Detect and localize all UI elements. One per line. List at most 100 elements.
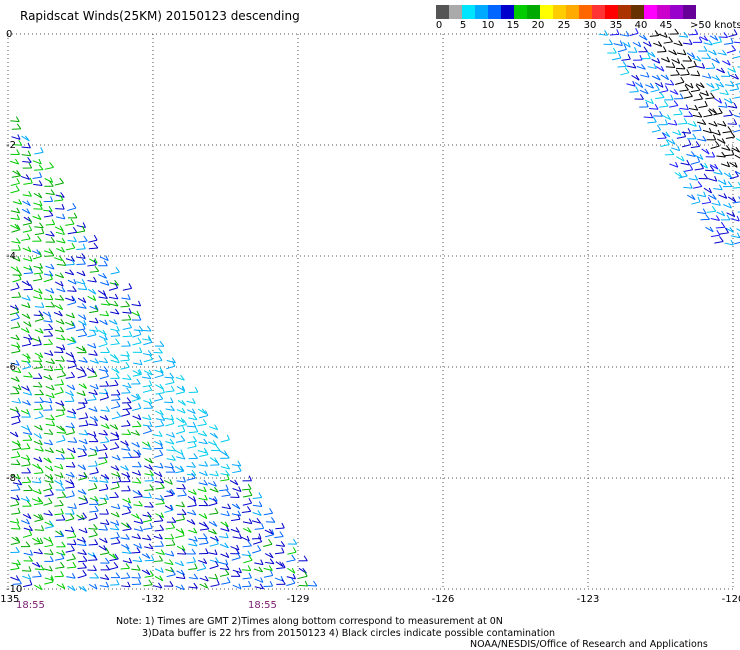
wind-barb — [188, 414, 198, 421]
wind-barb — [110, 531, 120, 540]
wind-barb — [98, 272, 107, 279]
wind-barb — [716, 67, 726, 74]
wind-barb — [691, 196, 701, 205]
wind-barb — [21, 338, 32, 347]
wind-barb — [175, 514, 186, 522]
wind-barb — [55, 203, 65, 210]
wind-barb — [143, 522, 153, 530]
wind-barb — [67, 360, 77, 369]
wind-barb — [734, 91, 740, 99]
wind-barb — [21, 295, 31, 301]
wind-barb — [626, 62, 637, 69]
wind-barb — [708, 121, 718, 127]
wind-barb — [22, 513, 32, 519]
wind-barb — [188, 573, 199, 580]
wind-barb — [209, 507, 219, 515]
wind-barb — [154, 567, 164, 574]
wind-barb — [65, 453, 75, 459]
wind-barb — [702, 127, 713, 134]
wind-barb — [706, 205, 717, 213]
wind-barb — [231, 552, 241, 561]
wind-barb — [177, 399, 186, 406]
wind-barb — [734, 38, 740, 44]
wind-barb — [10, 388, 20, 395]
wind-barb — [196, 563, 207, 572]
latitude-tick-label: -8 — [6, 473, 16, 484]
wind-barb — [67, 337, 77, 346]
wind-barb — [186, 472, 196, 481]
wind-barb — [651, 74, 661, 81]
wind-barb — [89, 266, 100, 273]
wind-barb — [298, 580, 309, 587]
wind-barb — [54, 531, 65, 538]
wind-barb — [31, 561, 41, 568]
latitude-tick-label: -2 — [6, 140, 16, 151]
colorbar-segment — [514, 5, 527, 19]
wind-barb — [242, 497, 253, 506]
wind-barb — [32, 571, 42, 578]
wind-barb — [32, 251, 42, 260]
wind-barb — [43, 439, 54, 446]
wind-barb — [598, 30, 609, 36]
wind-barb — [710, 215, 720, 222]
wind-barb — [666, 139, 676, 145]
credit-line: NOAA/NESDIS/Office of Research and Appli… — [470, 639, 708, 650]
wind-barb — [45, 358, 55, 365]
wind-barb — [44, 250, 55, 257]
wind-barb — [78, 419, 89, 427]
wind-barb — [153, 449, 164, 458]
wind-barb — [109, 424, 119, 430]
wind-barb — [252, 492, 263, 500]
wind-barb — [143, 354, 153, 363]
wind-barb — [679, 104, 689, 111]
wind-barb — [199, 582, 209, 589]
colorbar-label: 30 — [583, 20, 597, 31]
wind-barb — [673, 40, 683, 47]
axis-labels: 0 -2 -4 -6 -8 -10-135 -132 -129 -126 -123 -120 — [0, 29, 740, 605]
wind-barb — [188, 426, 199, 434]
wind-barb — [110, 330, 121, 337]
wind-barb — [219, 542, 229, 549]
wind-barb — [703, 109, 713, 118]
wind-barb — [76, 323, 86, 332]
wind-barb — [89, 383, 99, 390]
wind-barb — [142, 514, 153, 523]
wind-barb — [65, 396, 75, 403]
wind-barb — [65, 320, 75, 327]
wind-barb — [89, 415, 99, 422]
wind-barb — [43, 483, 53, 492]
wind-barb — [111, 471, 121, 478]
wind-barb — [55, 272, 65, 279]
wind-barb — [142, 511, 152, 518]
wind-barb — [111, 411, 122, 420]
wind-barb — [717, 120, 727, 127]
wind-barb — [22, 434, 33, 441]
wind-barb — [165, 438, 175, 445]
wind-barb — [43, 210, 54, 218]
wind-barb — [712, 36, 722, 45]
wind-barb — [9, 307, 20, 316]
wind-barb — [65, 461, 76, 468]
wind-barb — [144, 501, 154, 508]
wind-barb — [88, 583, 98, 590]
wind-barb — [111, 503, 121, 510]
wind-barb — [699, 90, 709, 97]
wind-barb — [45, 236, 56, 243]
wind-barb — [133, 518, 144, 524]
wind-barb — [732, 196, 740, 204]
wind-barb — [651, 57, 661, 64]
wind-barb — [22, 200, 31, 207]
wind-barb — [110, 520, 120, 526]
wind-barb — [78, 438, 88, 445]
wind-barb — [33, 498, 44, 506]
colorbar-segment — [644, 5, 657, 19]
wind-barb — [154, 524, 165, 532]
wind-barb — [10, 312, 20, 322]
wind-barb — [154, 340, 165, 347]
wind-barb — [121, 543, 130, 550]
wind-barb — [89, 572, 99, 579]
wind-barb — [636, 63, 646, 70]
wind-barb — [43, 294, 54, 301]
wind-barb — [242, 483, 252, 491]
wind-barb — [121, 314, 132, 321]
